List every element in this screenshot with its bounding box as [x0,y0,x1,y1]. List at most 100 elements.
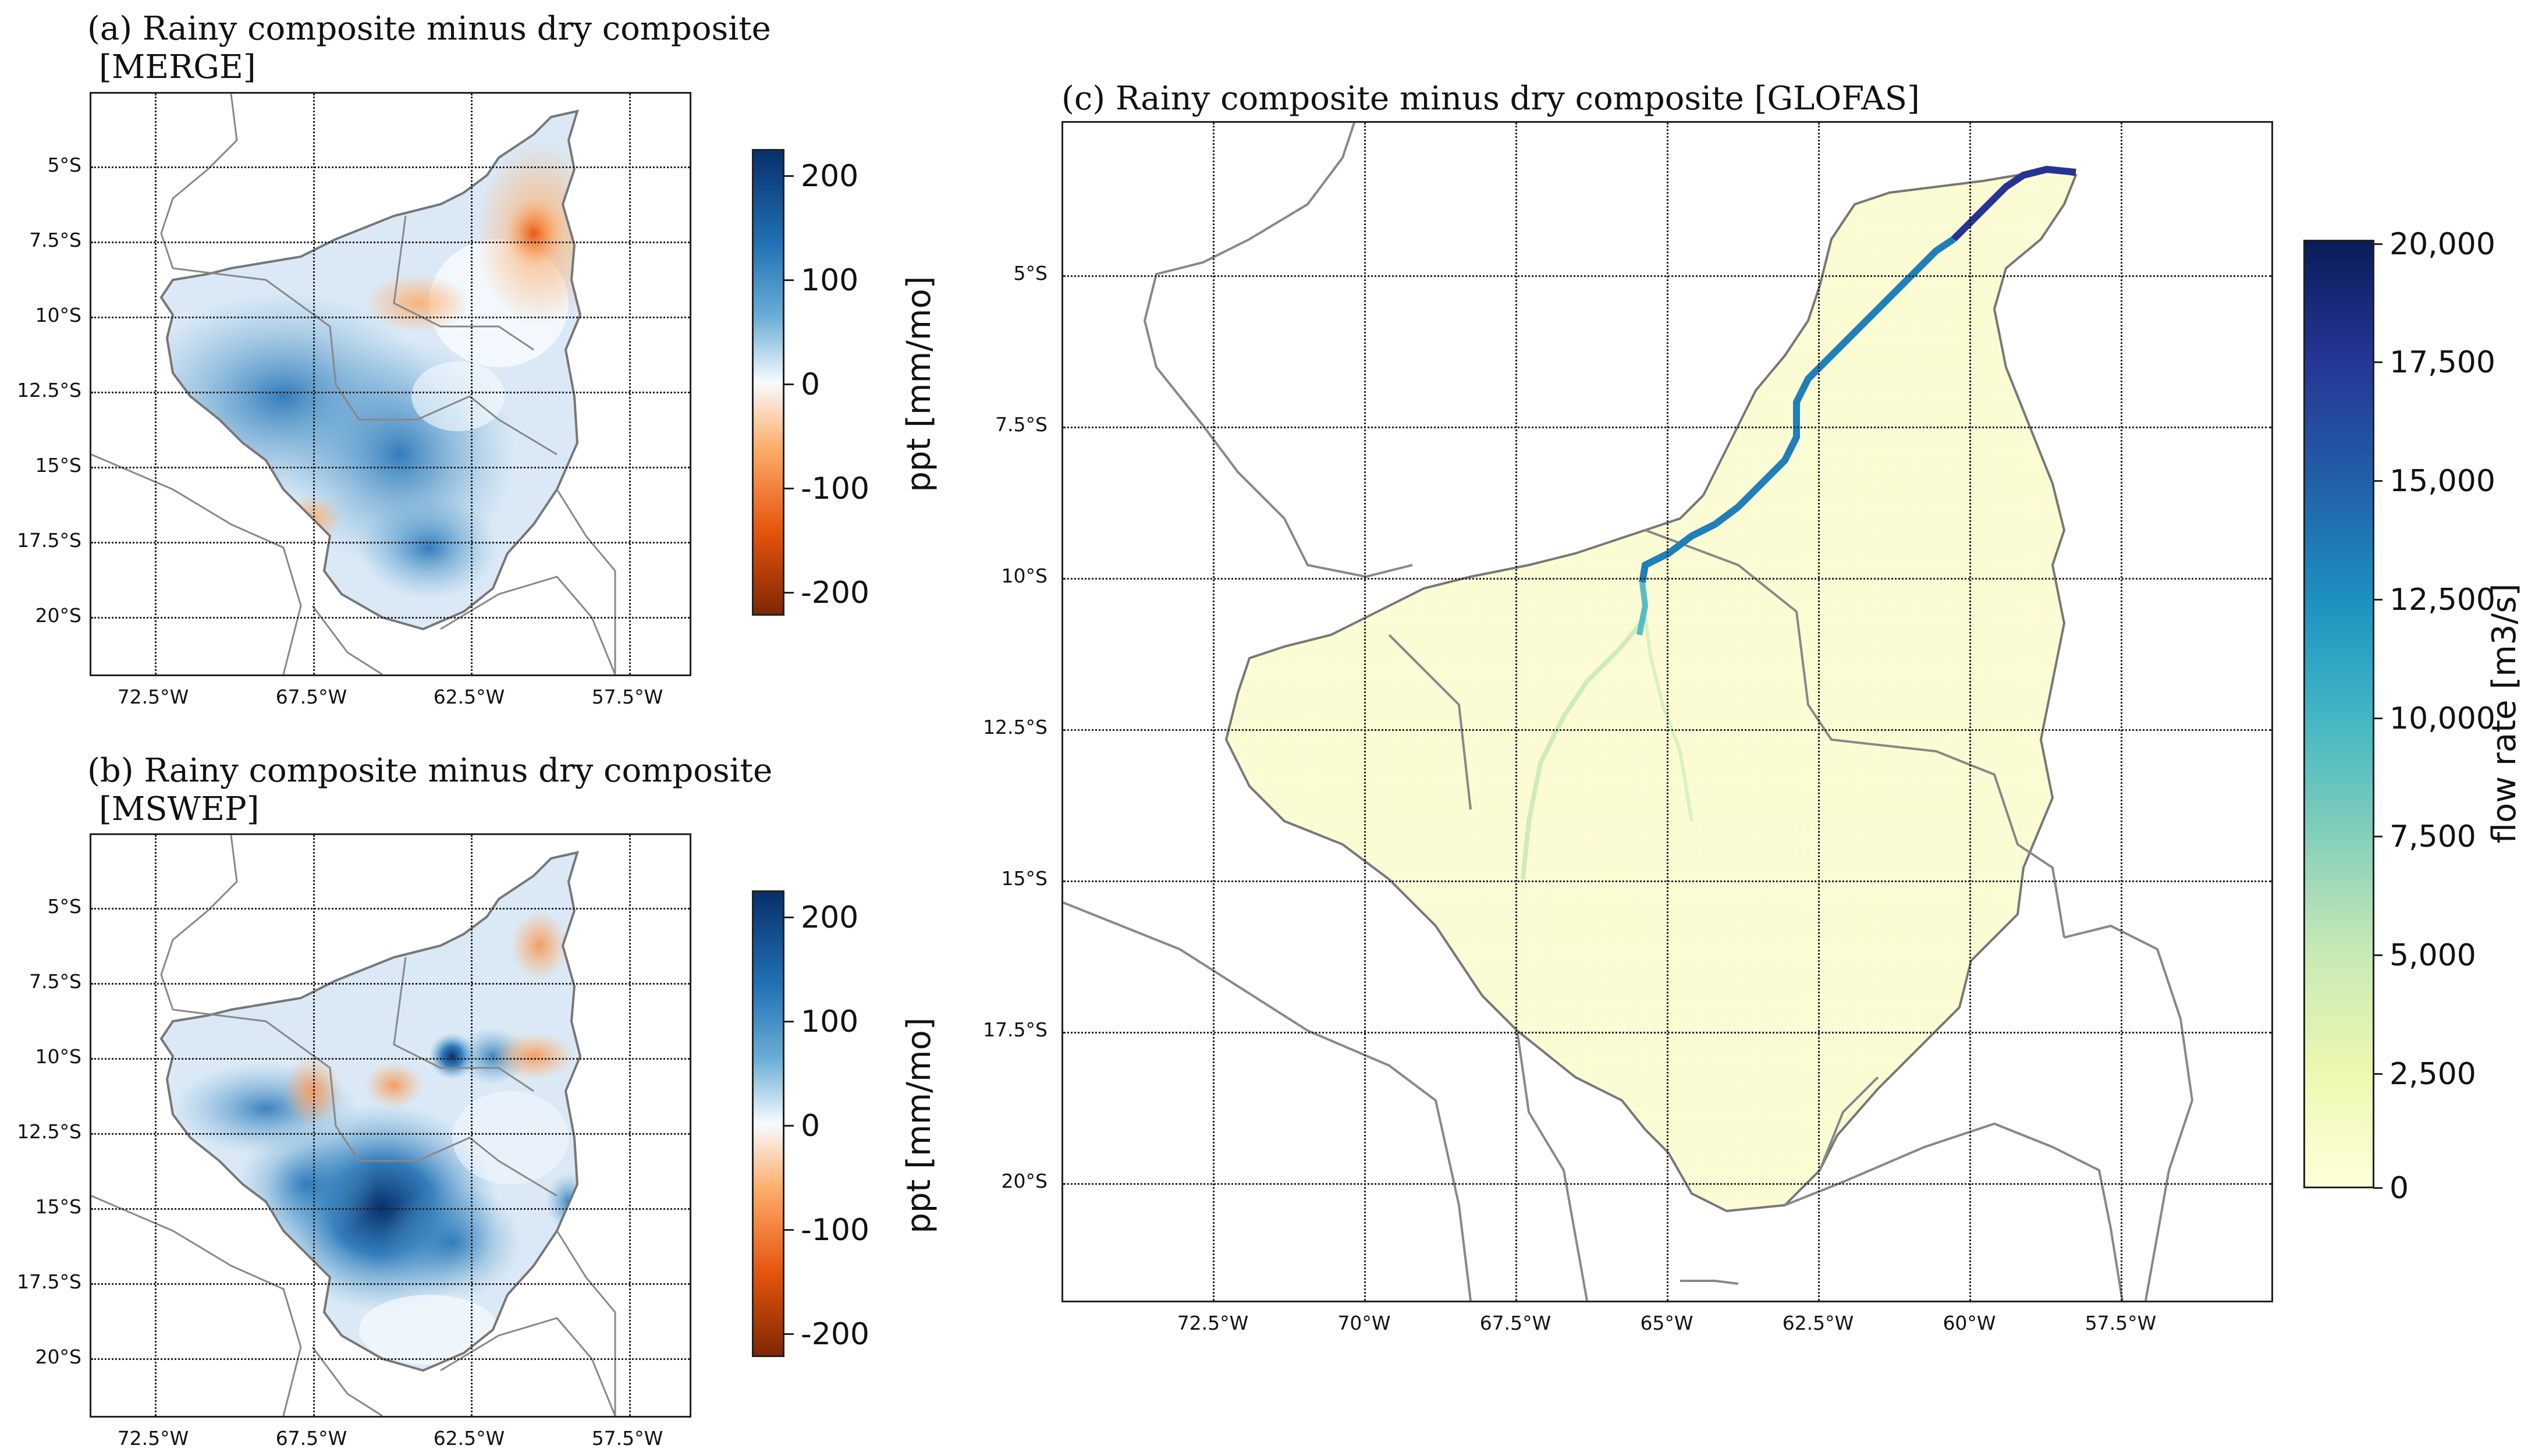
country-borders-c [1063,123,2194,1301]
colorbar-c [2303,240,2374,1188]
colorbar-a-tick: -100 [784,471,870,506]
lon-tick: 62.5°W [433,686,505,708]
lat-tick: 7.5°S [29,229,81,251]
lat-tick: 12.5°S [983,716,1048,738]
colorbar-c-tick: 15,000 [2373,464,2495,499]
gridline [1063,1183,2271,1185]
map-panel-a [90,92,691,676]
lon-tick: 72.5°W [1177,1312,1249,1334]
gridline [91,983,690,985]
lat-tick: 7.5°S [995,413,1048,436]
lat-tick: 17.5°S [17,529,81,552]
lon-tick: 72.5°W [117,1427,189,1450]
gridline [91,1058,690,1060]
colorbar-a-tick: 0 [784,367,821,402]
gridline [1063,578,2271,580]
lat-tick: 10°S [35,304,81,326]
colorbar-a-tick: 200 [784,159,859,194]
lon-tick: 72.5°W [117,686,189,708]
basin-outline-b [159,851,582,1372]
lat-tick: 15°S [35,454,81,477]
basin-outline-a [159,109,582,631]
gridline [313,94,315,674]
map-panel-c [1061,121,2273,1302]
panel-a-title-line2: [MERGE] [99,48,256,86]
lat-tick: 12.5°S [17,1120,81,1143]
lon-tick: 57.5°W [591,1427,663,1450]
gridline [1063,880,2271,882]
gridline [91,1133,690,1135]
main-river [1639,236,1956,583]
lon-tick: 60°W [1943,1312,1996,1334]
colorbar-b-tick: -100 [784,1213,870,1248]
gridline [2121,123,2122,1301]
lat-tick: 15°S [1001,867,1048,890]
gridline [91,908,690,910]
gridline [91,467,690,468]
colorbar-b-label: ppt [mm/mo] [900,1017,938,1234]
lon-tick: 67.5°W [275,686,347,708]
panel-b-title-line1: (b) Rainy composite minus dry composite [87,752,773,790]
gridline [1515,123,1517,1301]
colorbar-b-tick: 100 [784,1004,859,1039]
lat-tick: 20°S [35,604,81,627]
gridline [91,166,690,168]
gridline [313,835,315,1416]
lon-tick: 62.5°W [1782,1312,1854,1334]
colorbar-a-tick: -200 [784,576,870,610]
panel-b-title-line2: [MSWEP] [99,790,260,828]
tributary-river [1521,616,1648,880]
gridline [471,94,473,674]
colorbar-b-tick: 200 [784,900,859,935]
lat-tick: 20°S [1001,1170,1048,1192]
gridline [629,94,631,674]
map-b-canvas [91,835,616,1416]
colorbar-c-tick: 20,000 [2373,227,2495,262]
gridline [91,542,690,544]
gridline [1364,123,1366,1301]
gridline [155,94,157,674]
colorbar-c-tick: 2,500 [2373,1057,2476,1092]
gridline [629,835,631,1416]
colorbar-a-label: ppt [mm/mo] [900,276,938,492]
colorbar-c-tick: 12,500 [2373,583,2495,617]
basin-outline-c [1224,168,2078,1213]
gridline [155,835,157,1416]
lon-tick: 65°W [1640,1312,1693,1334]
colorbar-c-tick: 0 [2373,1171,2409,1206]
lat-tick: 7.5°S [29,970,81,993]
gridline [91,1283,690,1285]
lon-tick: 62.5°W [433,1427,505,1450]
lon-tick: 67.5°W [1479,1312,1551,1334]
lat-tick: 12.5°S [17,379,81,402]
lon-tick: 67.5°W [275,1427,347,1450]
colorbar-c-tick: 17,500 [2373,345,2495,380]
lat-tick: 5°S [1013,262,1048,285]
gridline [1213,123,1215,1301]
gridline [1063,729,2271,731]
lat-tick: 10°S [1001,564,1048,587]
lon-tick: 57.5°W [2085,1312,2157,1334]
gridline [1818,123,1820,1301]
colorbar-a-tick: 100 [784,263,859,298]
colorbar-b [752,890,784,1357]
gridline [91,1208,690,1210]
lat-tick: 20°S [35,1345,81,1368]
lat-tick: 15°S [35,1195,81,1218]
gridline [91,317,690,318]
lat-tick: 5°S [47,895,81,918]
gridline [471,835,473,1416]
gridline [91,242,690,243]
lat-tick: 17.5°S [983,1018,1048,1041]
colorbar-b-tick: -200 [784,1317,870,1352]
gridline [91,1358,690,1360]
colorbar-c-tick: 7,500 [2373,819,2476,854]
gridline [1063,1032,2271,1034]
map-c-canvas [1063,123,2194,1301]
lat-tick: 5°S [47,154,81,176]
gridline [1063,427,2271,428]
downstream-river [1951,165,2076,242]
map-a-canvas [91,94,616,674]
lon-tick: 57.5°W [591,686,663,708]
gridline [1969,123,1971,1301]
